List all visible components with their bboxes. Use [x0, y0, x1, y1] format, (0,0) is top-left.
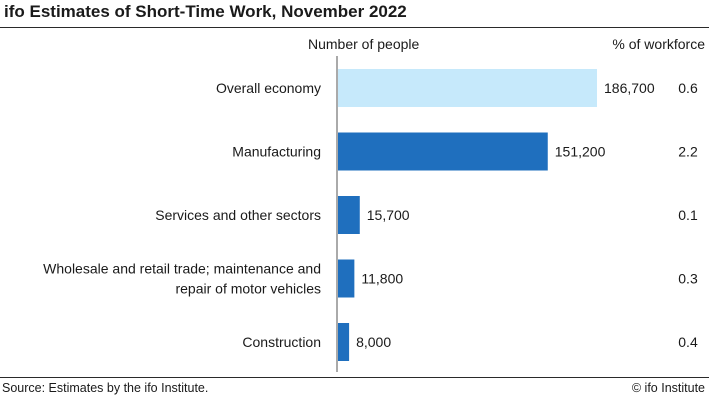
column-header-workforce: % of workforce — [612, 36, 705, 52]
category-label-1: Manufacturing — [232, 144, 321, 160]
value-label-2: 15,700 — [367, 207, 410, 223]
copyright-note: © ifo Institute — [631, 381, 705, 395]
bar-4 — [338, 323, 350, 361]
category-label-4: Construction — [242, 334, 321, 350]
value-label-4: 8,000 — [356, 334, 391, 350]
chart-title: ifo Estimates of Short-Time Work, Novemb… — [4, 2, 407, 21]
category-label-0: Overall economy — [216, 80, 321, 96]
value-label-3: 11,800 — [361, 271, 403, 287]
category-label-3-line-1: repair of motor vehicles — [175, 281, 321, 297]
percent-label-2: 0.1 — [678, 207, 698, 223]
category-label-2: Services and other sectors — [155, 207, 321, 223]
bar-3 — [338, 259, 355, 298]
column-header-people: Number of people — [308, 36, 420, 52]
value-label-0: 186,700 — [604, 80, 655, 96]
percent-label-4: 0.4 — [678, 334, 698, 350]
bar-2 — [338, 196, 360, 234]
top-rule — [0, 27, 709, 28]
percent-label-0: 0.6 — [678, 80, 698, 96]
bar-0 — [338, 69, 597, 107]
source-note: Source: Estimates by the ifo Institute. — [2, 381, 209, 395]
bar-1 — [338, 132, 548, 171]
value-label-1: 151,200 — [555, 144, 606, 160]
category-label-3-line-0: Wholesale and retail trade; maintenance … — [43, 261, 321, 277]
percent-label-1: 2.2 — [678, 144, 698, 160]
bottom-rule — [0, 377, 709, 378]
percent-label-3: 0.3 — [678, 271, 698, 287]
